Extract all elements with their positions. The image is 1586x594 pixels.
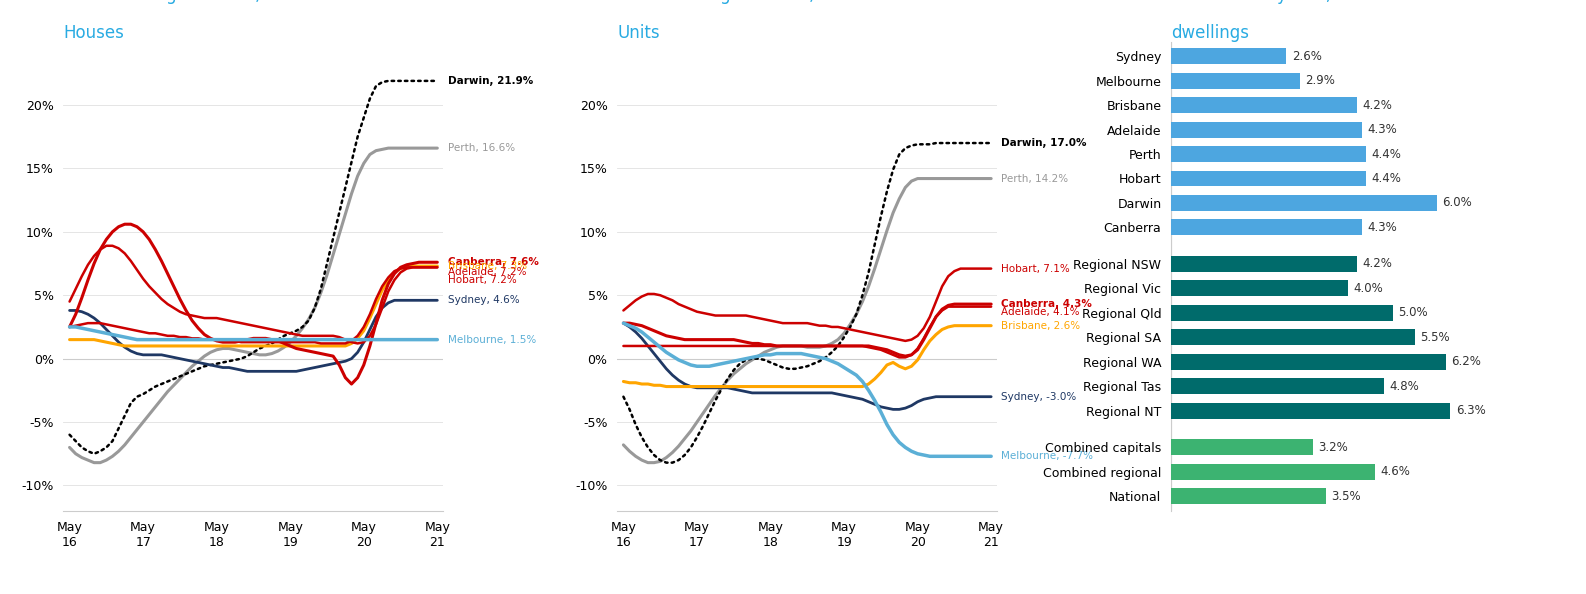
Bar	[1170, 146, 1366, 162]
Text: Units: Units	[617, 24, 660, 42]
Text: 4.4%: 4.4%	[1372, 172, 1402, 185]
Text: Darwin, 21.9%: Darwin, 21.9%	[447, 76, 533, 86]
Text: 2.9%: 2.9%	[1305, 74, 1335, 87]
Text: 6.0%: 6.0%	[1442, 197, 1472, 210]
Text: Brisbane, 2.6%: Brisbane, 2.6%	[1001, 321, 1080, 331]
Text: Adelaide, 4.1%: Adelaide, 4.1%	[1001, 307, 1080, 317]
Text: Melbourne, -7.7%: Melbourne, -7.7%	[1001, 451, 1093, 462]
Bar	[1170, 97, 1358, 113]
Bar	[1170, 122, 1362, 137]
Text: Sydney, -3.0%: Sydney, -3.0%	[1001, 391, 1077, 402]
Text: 3.2%: 3.2%	[1318, 441, 1348, 454]
Text: Adelaide, 7.2%: Adelaide, 7.2%	[447, 267, 527, 277]
Bar	[1170, 170, 1366, 187]
Text: Annual change in rents,: Annual change in rents,	[63, 0, 260, 4]
Text: Sydney, 4.6%: Sydney, 4.6%	[447, 295, 519, 305]
Bar	[1170, 305, 1393, 321]
Bar	[1170, 403, 1451, 419]
Text: Canberra, 4.3%: Canberra, 4.3%	[1001, 299, 1093, 309]
Bar	[1170, 48, 1286, 64]
Bar	[1170, 219, 1362, 235]
Text: Melbourne, 1.5%: Melbourne, 1.5%	[447, 334, 536, 345]
Text: 6.2%: 6.2%	[1451, 355, 1481, 368]
Bar	[1170, 280, 1348, 296]
Text: 4.0%: 4.0%	[1354, 282, 1383, 295]
Bar	[1170, 440, 1313, 455]
Text: 4.2%: 4.2%	[1362, 99, 1393, 112]
Text: Annual change in rents,: Annual change in rents,	[617, 0, 815, 4]
Bar	[1170, 72, 1299, 89]
Bar	[1170, 195, 1437, 211]
Text: 4.2%: 4.2%	[1362, 257, 1393, 270]
Text: Gross rental yields,: Gross rental yields,	[1170, 0, 1331, 4]
Text: Perth, 14.2%: Perth, 14.2%	[1001, 173, 1069, 184]
Text: Brisbane, 7.3%: Brisbane, 7.3%	[447, 261, 527, 271]
Text: Hobart, 7.2%: Hobart, 7.2%	[447, 275, 517, 285]
Text: 2.6%: 2.6%	[1291, 50, 1321, 63]
Bar	[1170, 378, 1385, 394]
Text: 4.6%: 4.6%	[1380, 465, 1410, 478]
Text: Perth, 16.6%: Perth, 16.6%	[447, 143, 515, 153]
Text: 6.3%: 6.3%	[1456, 404, 1486, 417]
Text: 4.4%: 4.4%	[1372, 147, 1402, 160]
Text: 5.0%: 5.0%	[1399, 307, 1427, 320]
Text: Hobart, 7.1%: Hobart, 7.1%	[1001, 264, 1071, 274]
Text: Houses: Houses	[63, 24, 124, 42]
Bar	[1170, 354, 1446, 369]
Text: 3.5%: 3.5%	[1332, 489, 1361, 503]
Text: 4.3%: 4.3%	[1367, 123, 1397, 136]
Text: Darwin, 17.0%: Darwin, 17.0%	[1001, 138, 1086, 148]
Bar	[1170, 329, 1415, 345]
Text: 4.8%: 4.8%	[1389, 380, 1419, 393]
Bar	[1170, 464, 1375, 480]
Text: dwellings: dwellings	[1170, 24, 1250, 42]
Bar	[1170, 256, 1358, 272]
Text: Canberra, 7.6%: Canberra, 7.6%	[447, 257, 539, 267]
Text: 5.5%: 5.5%	[1421, 331, 1450, 344]
Bar	[1170, 488, 1326, 504]
Text: 4.3%: 4.3%	[1367, 221, 1397, 234]
